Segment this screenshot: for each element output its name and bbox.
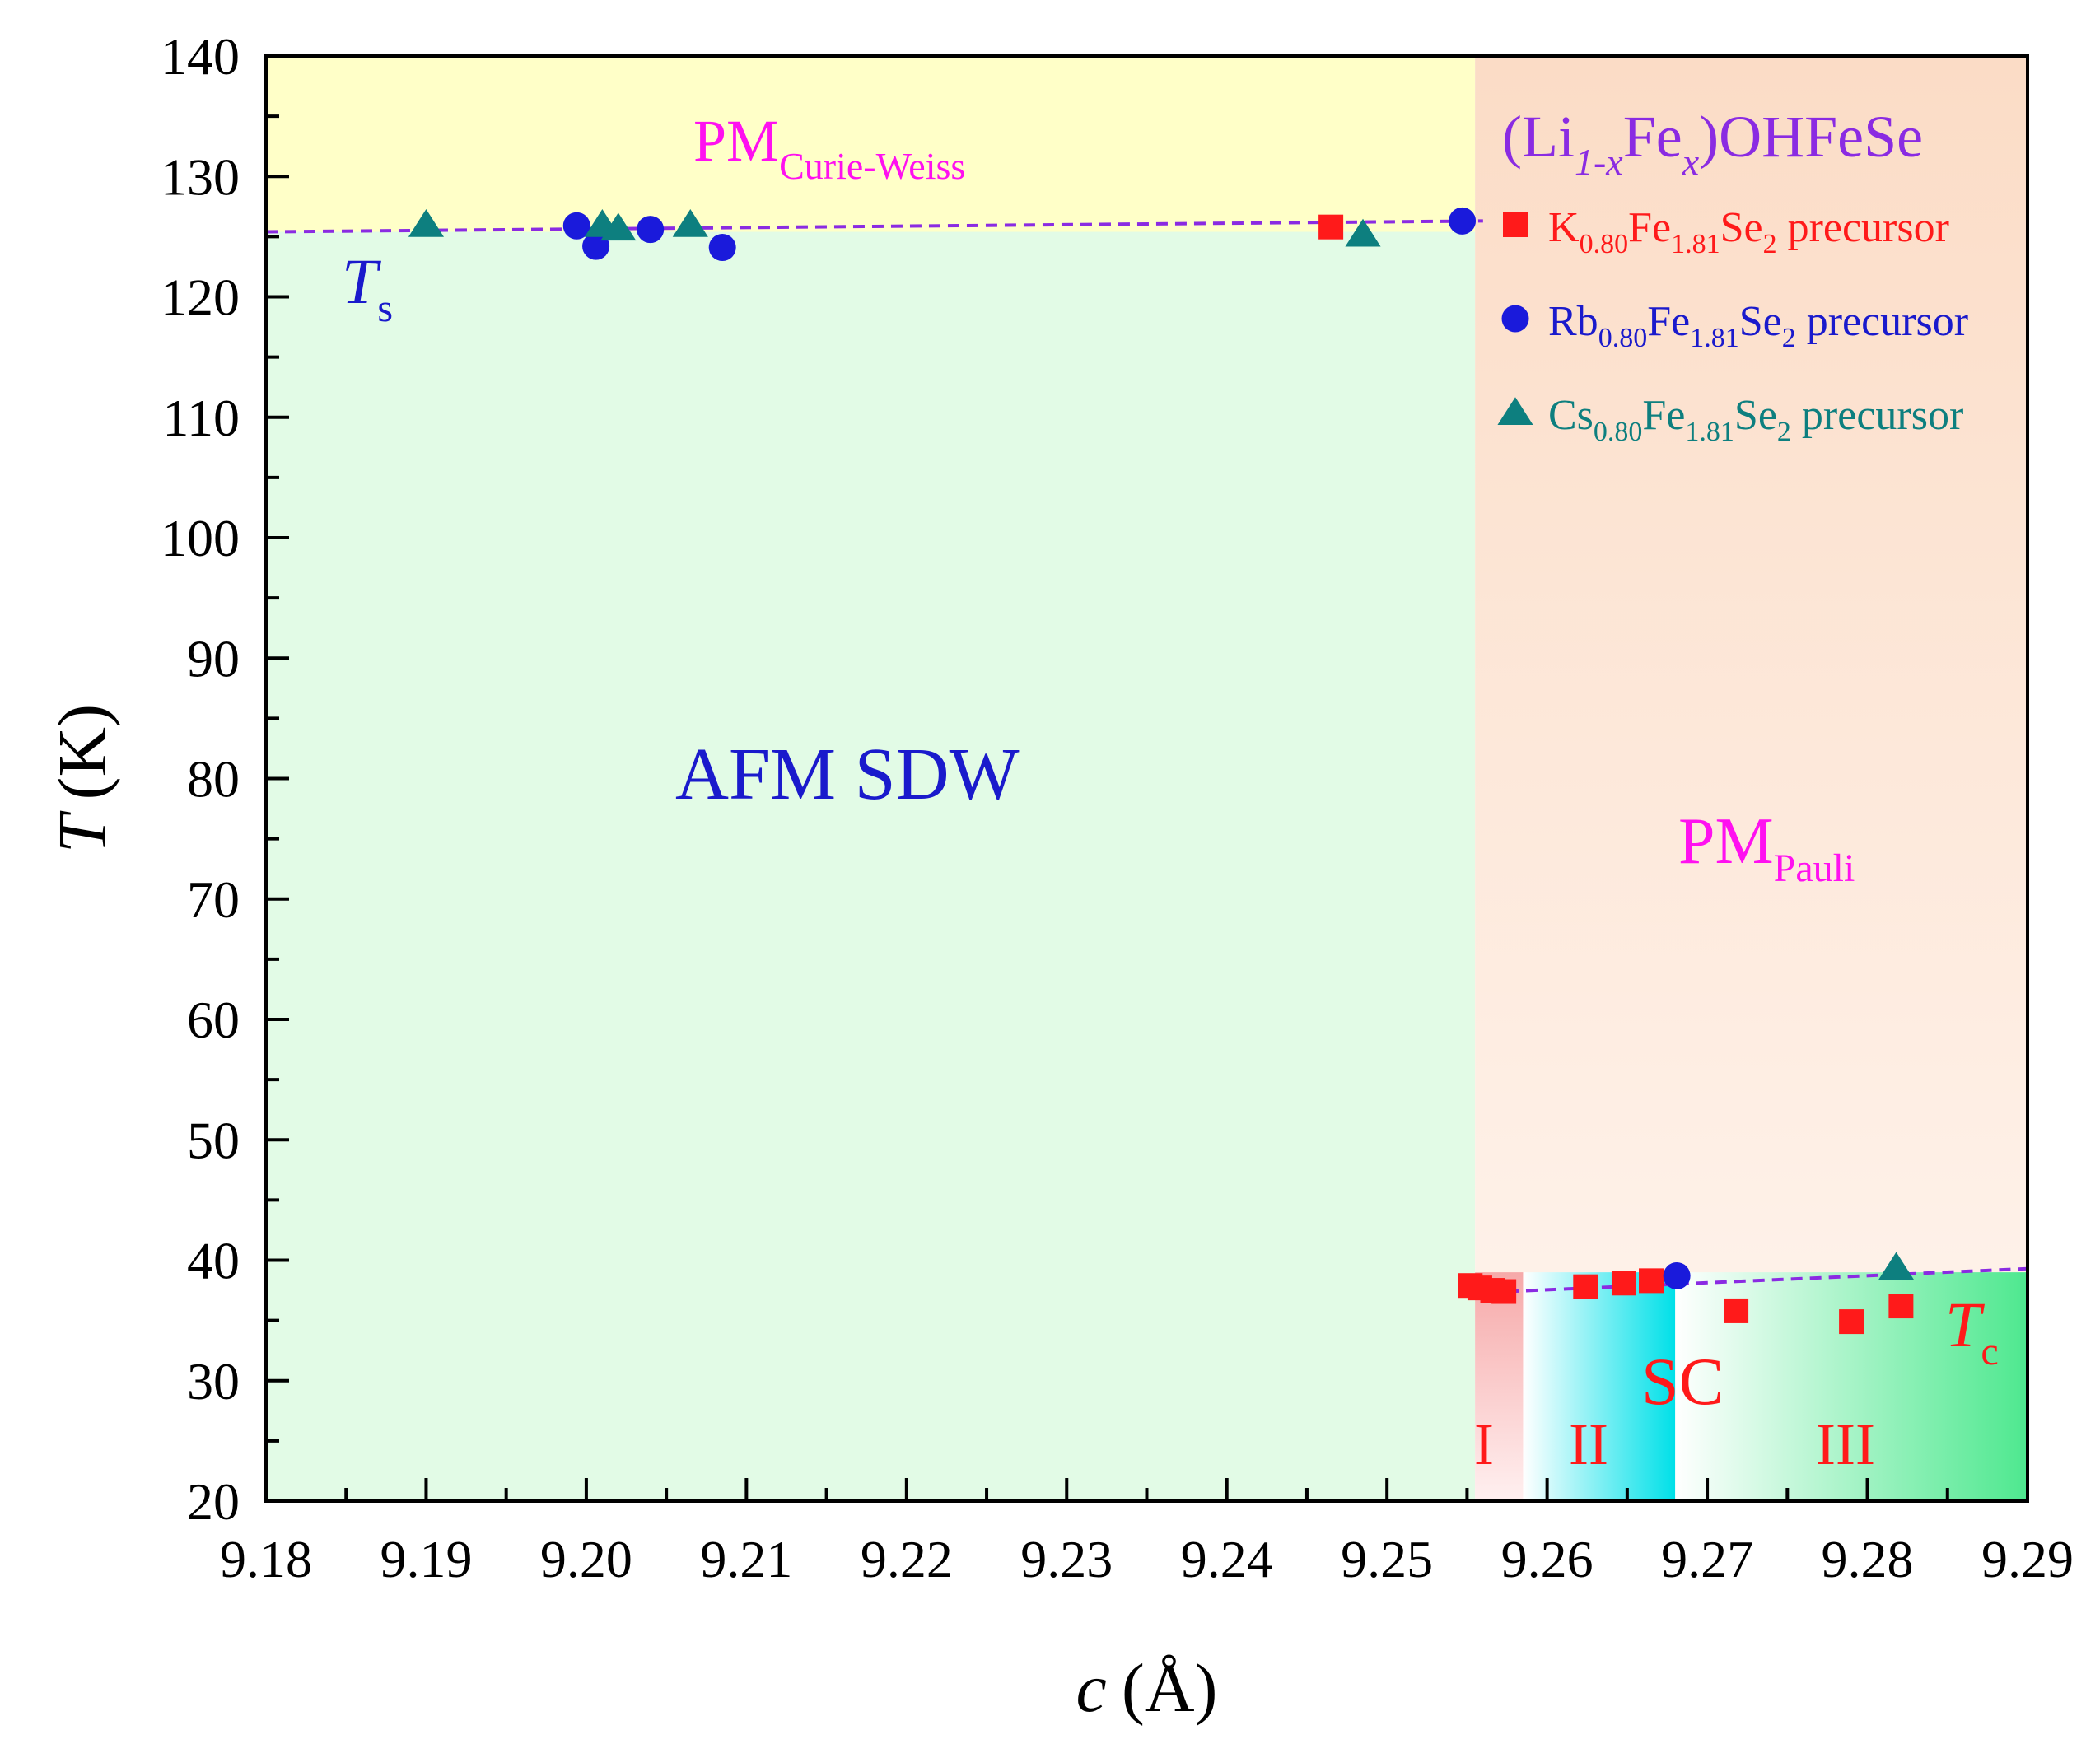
y-tick-label: 70 bbox=[187, 870, 240, 929]
triangle-data-point bbox=[672, 209, 708, 237]
x-tick-label: 9.25 bbox=[1341, 1530, 1433, 1588]
x-tick-label: 9.20 bbox=[540, 1530, 632, 1588]
ts-boundary-line bbox=[265, 219, 1483, 234]
legend-triangle-marker bbox=[1497, 397, 1533, 425]
phase-regions bbox=[266, 56, 2028, 1501]
y-tick-label: 110 bbox=[162, 389, 240, 447]
legend: K0.80Fe1.81Se2 precursor Rb0.80Fe1.81Se2 … bbox=[1497, 204, 1968, 447]
afm-sdw-label: AFM SDW bbox=[675, 734, 1020, 815]
square-data-point bbox=[1888, 1294, 1914, 1319]
pm-curie-weiss-region bbox=[266, 56, 1476, 232]
ts-label: Ts bbox=[342, 245, 393, 330]
region-iii-label: III bbox=[1816, 1411, 1875, 1477]
legend-entry-label: K0.80Fe1.81Se2 precursor bbox=[1548, 204, 1949, 259]
triangle-data-point bbox=[1345, 218, 1381, 247]
y-tick-label: 80 bbox=[187, 750, 240, 809]
x-tick-label: 9.24 bbox=[1181, 1530, 1273, 1588]
y-tick-label: 30 bbox=[187, 1352, 240, 1411]
circle-data-point bbox=[562, 212, 590, 240]
y-tick-label: 120 bbox=[161, 268, 240, 327]
pm-pauli-region bbox=[1475, 56, 2028, 1501]
square-data-point bbox=[1639, 1268, 1664, 1294]
square-data-point bbox=[1318, 214, 1344, 240]
square-data-point bbox=[1839, 1309, 1864, 1335]
circle-data-point bbox=[637, 216, 665, 244]
x-tick-label: 9.28 bbox=[1822, 1530, 1914, 1588]
plot-frame bbox=[264, 54, 2029, 1503]
compound-label: (Li1-xFex)OHFeSe bbox=[1502, 104, 1923, 183]
y-tick-label: 20 bbox=[187, 1472, 240, 1531]
triangle-data-point bbox=[408, 209, 445, 237]
afm-region bbox=[266, 56, 1476, 1501]
data-points bbox=[408, 207, 1915, 1335]
square-data-point bbox=[1491, 1279, 1517, 1304]
square-data-point bbox=[1573, 1274, 1598, 1299]
y-tick-label: 50 bbox=[187, 1111, 240, 1169]
x-tick-label: 9.29 bbox=[1981, 1530, 2074, 1588]
square-data-point bbox=[1724, 1298, 1749, 1323]
legend-circle-marker bbox=[1501, 305, 1529, 333]
region-i-label: I bbox=[1474, 1411, 1494, 1477]
pm-curie-weiss-label: PMCurie-Weiss bbox=[693, 108, 965, 187]
x-tick-label: 9.26 bbox=[1501, 1530, 1594, 1588]
y-tick-label: 140 bbox=[161, 27, 240, 86]
x-tick-label: 9.21 bbox=[700, 1530, 792, 1588]
tick-labels: 9.18 9.19 9.20 9.21 9.22 9.23 9.24 9.25 9.26 9.27… bbox=[161, 27, 2074, 1588]
legend-entry-label: Cs0.80Fe1.81Se2 precursor bbox=[1548, 392, 1963, 447]
circle-data-point bbox=[1663, 1262, 1691, 1290]
x-tick-label: 9.23 bbox=[1020, 1530, 1113, 1588]
legend-entry-label: Rb0.80Fe1.81Se2 precursor bbox=[1548, 298, 1968, 353]
legend-square-marker bbox=[1503, 212, 1528, 237]
y-tick-label: 100 bbox=[161, 509, 240, 567]
y-tick-label: 90 bbox=[187, 629, 240, 688]
y-tick-label: 40 bbox=[187, 1232, 240, 1290]
region-ii-label: II bbox=[1569, 1411, 1608, 1477]
sc-region-ii bbox=[1523, 1272, 1676, 1501]
sc-region-i bbox=[1475, 1272, 1524, 1501]
x-axis-title: c (Å) bbox=[1076, 1650, 1218, 1727]
y-axis-title: T(K) bbox=[44, 704, 121, 853]
tc-label: Tc bbox=[1945, 1289, 1999, 1373]
y-tick-label: 60 bbox=[187, 991, 240, 1049]
x-tick-label: 9.19 bbox=[380, 1530, 472, 1588]
circle-data-point bbox=[1449, 207, 1477, 235]
pm-pauli-label: PMPauli bbox=[1678, 805, 1855, 890]
x-tick-label: 9.27 bbox=[1661, 1530, 1753, 1588]
x-tick-label: 9.18 bbox=[220, 1530, 312, 1588]
x-tick-label: 9.22 bbox=[861, 1530, 953, 1588]
triangle-data-point bbox=[600, 212, 637, 241]
square-data-point bbox=[1611, 1271, 1636, 1296]
sc-label: SC bbox=[1641, 1344, 1724, 1419]
circle-data-point bbox=[708, 234, 736, 262]
y-tick-label: 130 bbox=[161, 147, 240, 206]
triangle-data-point bbox=[1878, 1252, 1915, 1280]
